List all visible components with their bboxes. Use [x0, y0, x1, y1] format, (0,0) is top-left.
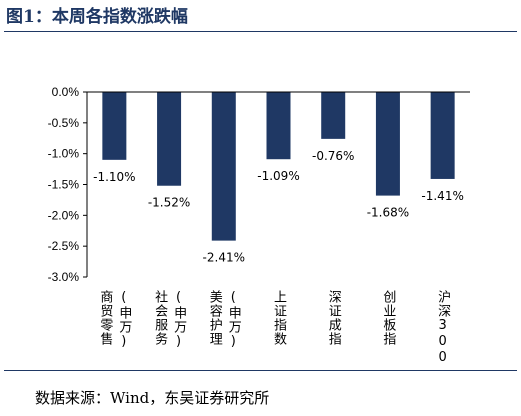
data-label: -1.09% [257, 169, 299, 183]
category-label: 美容护理 [207, 290, 223, 346]
data-label: -1.10% [93, 170, 135, 184]
category-label: (申万) [171, 290, 187, 350]
figure-title: 图1：本周各指数涨跌幅 [6, 7, 188, 27]
y-tick-label: 0.0% [52, 85, 80, 99]
bar [211, 92, 236, 241]
y-tick-label: -2.5% [48, 239, 80, 253]
bar [430, 92, 455, 179]
data-label: -1.68% [367, 206, 409, 220]
category-label: (申万) [116, 290, 132, 350]
data-label: -2.41% [203, 251, 245, 265]
bar [321, 92, 346, 139]
data-label: -1.52% [148, 196, 190, 210]
bar [157, 92, 182, 186]
category-label: 商贸零售 [97, 290, 113, 346]
bar [266, 92, 291, 160]
y-tick-label: -3.0% [48, 270, 80, 284]
y-tick-label: -1.0% [48, 147, 80, 161]
category-label: 深证成指 [326, 290, 342, 346]
source-divider [4, 370, 517, 371]
bar [375, 92, 400, 196]
y-tick-label: -1.5% [48, 178, 80, 192]
category-label: (申万) [226, 290, 242, 350]
bar [102, 92, 127, 160]
y-tick-label: -0.5% [48, 116, 80, 130]
category-label: 创业板指 [380, 290, 396, 346]
source-note: 数据来源：Wind，东吴证券研究所 [35, 389, 270, 407]
category-label: 沪深300 [435, 289, 451, 366]
data-label: -1.41% [421, 189, 463, 203]
data-label: -0.76% [312, 149, 354, 163]
y-tick-label: -2.0% [48, 208, 80, 222]
category-label: 上证指数 [271, 290, 287, 346]
category-label: 社会服务 [152, 289, 168, 346]
title-divider [4, 31, 517, 32]
